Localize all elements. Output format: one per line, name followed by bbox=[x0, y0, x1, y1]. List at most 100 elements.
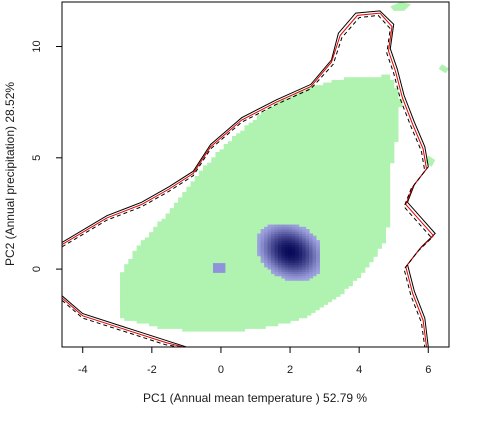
available-cell bbox=[281, 200, 287, 204]
available-cell bbox=[339, 178, 345, 182]
available-cell bbox=[186, 309, 192, 313]
available-cell bbox=[211, 258, 217, 263]
density-cell bbox=[309, 251, 314, 255]
available-cell bbox=[202, 298, 208, 303]
available-cell bbox=[232, 312, 237, 316]
available-cell bbox=[285, 114, 291, 118]
available-cell bbox=[335, 213, 341, 217]
available-cell bbox=[372, 197, 378, 201]
available-cell bbox=[323, 152, 328, 156]
available-cell bbox=[165, 325, 171, 329]
available-cell bbox=[335, 186, 341, 191]
available-cell bbox=[290, 208, 295, 212]
available-cell bbox=[343, 232, 349, 236]
density-cell bbox=[288, 260, 293, 263]
available-cell bbox=[169, 232, 175, 236]
density-cell bbox=[302, 260, 307, 263]
available-cell bbox=[323, 240, 328, 244]
density-cell bbox=[284, 251, 289, 255]
density-cell bbox=[288, 271, 293, 275]
available-cell bbox=[368, 95, 374, 100]
available-cell bbox=[327, 282, 333, 287]
available-cell bbox=[248, 181, 254, 185]
density-cell bbox=[281, 231, 286, 234]
available-cell bbox=[256, 205, 262, 209]
density-cell bbox=[260, 260, 265, 263]
available-cell bbox=[223, 186, 229, 191]
available-cell bbox=[393, 109, 399, 113]
available-cell bbox=[277, 218, 283, 223]
available-cell bbox=[356, 103, 362, 108]
density-cell bbox=[281, 253, 286, 257]
available-cell bbox=[169, 256, 175, 260]
available-cell bbox=[298, 186, 304, 191]
available-cell bbox=[182, 221, 187, 225]
available-cell bbox=[352, 106, 357, 110]
available-cell bbox=[240, 165, 246, 169]
available-cell bbox=[244, 317, 250, 321]
available-cell bbox=[157, 293, 163, 297]
available-cell bbox=[261, 218, 266, 223]
available-cell bbox=[202, 186, 208, 191]
available-cell bbox=[240, 266, 246, 271]
available-cell bbox=[161, 312, 167, 316]
available-cell bbox=[327, 261, 333, 265]
available-cell bbox=[314, 109, 320, 113]
available-cell bbox=[385, 141, 391, 145]
available-cell bbox=[186, 314, 192, 319]
available-cell bbox=[256, 226, 262, 231]
available-cell bbox=[364, 119, 370, 124]
available-cell bbox=[232, 168, 237, 172]
density-outlier-cell bbox=[213, 263, 226, 273]
available-cell bbox=[190, 277, 196, 281]
available-cell bbox=[157, 306, 163, 311]
available-cell bbox=[360, 144, 366, 148]
available-cell bbox=[343, 133, 349, 137]
available-cell bbox=[211, 322, 217, 327]
available-cell bbox=[240, 250, 246, 255]
density-cell bbox=[277, 251, 282, 255]
available-cell bbox=[178, 280, 183, 284]
available-cell bbox=[269, 213, 275, 217]
available-cell bbox=[356, 125, 362, 129]
available-cell bbox=[294, 290, 299, 295]
available-cell bbox=[232, 176, 237, 180]
available-cell bbox=[269, 117, 275, 121]
available-cell bbox=[190, 189, 196, 193]
available-cell bbox=[173, 280, 179, 284]
density-cell bbox=[277, 240, 282, 243]
density-cell bbox=[274, 244, 279, 248]
available-cell bbox=[364, 154, 370, 158]
available-cell bbox=[240, 237, 246, 241]
available-cell bbox=[335, 237, 341, 241]
available-cell bbox=[343, 77, 349, 81]
available-cell bbox=[273, 170, 279, 174]
available-cell bbox=[385, 197, 391, 201]
available-cell bbox=[302, 168, 308, 172]
available-cell bbox=[381, 200, 387, 204]
available-cell bbox=[261, 135, 266, 140]
density-cell bbox=[298, 244, 303, 248]
available-cell bbox=[173, 301, 179, 305]
available-cell bbox=[298, 90, 304, 94]
available-cell bbox=[389, 98, 395, 102]
available-cell bbox=[327, 106, 333, 110]
available-cell bbox=[331, 146, 337, 150]
available-cell bbox=[372, 229, 378, 233]
available-cell bbox=[290, 106, 295, 110]
density-cell bbox=[302, 255, 307, 259]
available-cell bbox=[319, 242, 324, 247]
available-cell bbox=[186, 200, 192, 204]
available-cell bbox=[169, 242, 175, 247]
available-cell bbox=[120, 296, 125, 300]
available-cell bbox=[381, 98, 387, 102]
available-cell bbox=[173, 298, 179, 303]
available-cell bbox=[190, 194, 196, 199]
available-cell bbox=[223, 224, 229, 228]
available-cell bbox=[331, 248, 337, 252]
available-cell bbox=[207, 210, 212, 215]
available-cell bbox=[356, 106, 362, 110]
available-cell bbox=[352, 253, 357, 257]
available-cell bbox=[352, 258, 357, 263]
available-cell bbox=[306, 109, 312, 113]
